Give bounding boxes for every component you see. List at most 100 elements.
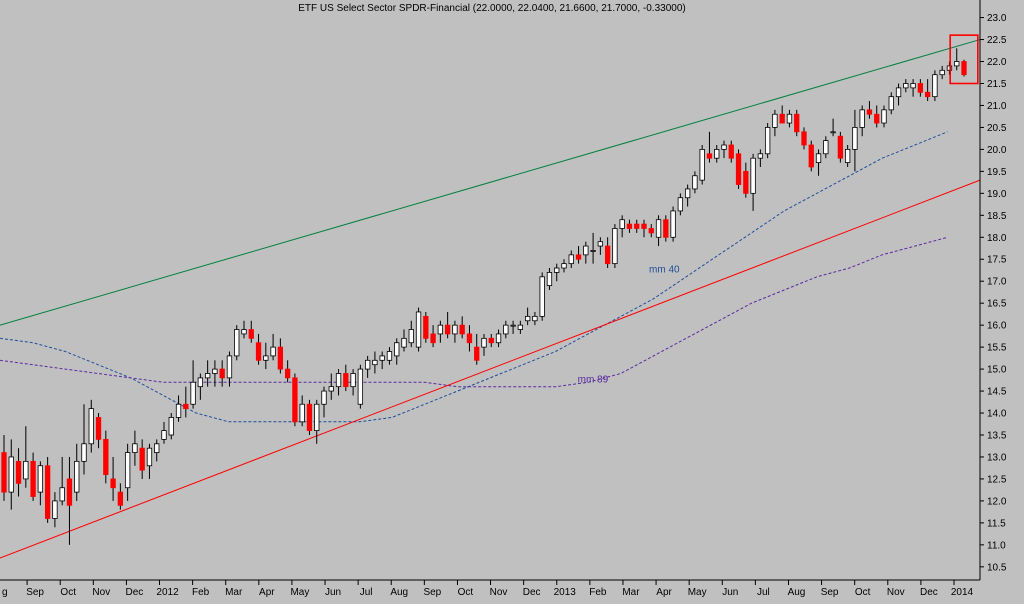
candle — [481, 333, 487, 356]
candle-body — [401, 337, 407, 348]
candle-body — [8, 456, 14, 493]
candle — [888, 92, 894, 115]
candle-body — [343, 373, 349, 388]
candle — [801, 127, 807, 150]
candle-body — [190, 381, 196, 405]
candle-body — [866, 109, 873, 115]
candle-body — [183, 403, 189, 410]
candle — [648, 224, 654, 238]
candle-body — [357, 368, 364, 405]
candle-body — [30, 460, 36, 497]
x-tick-label: Nov — [887, 587, 905, 598]
candle — [292, 373, 298, 427]
candle-body — [255, 342, 262, 361]
candle — [437, 320, 444, 343]
candle — [343, 364, 349, 392]
x-tick-label: May — [688, 587, 707, 598]
candle — [626, 219, 633, 233]
candle — [219, 360, 225, 387]
candle-body — [306, 403, 313, 432]
candle-body — [575, 254, 582, 260]
candle — [852, 109, 858, 172]
candle — [415, 307, 422, 352]
candle-body — [408, 329, 414, 344]
candles — [1, 48, 967, 545]
candle-body — [146, 447, 153, 467]
candle-body — [888, 96, 894, 111]
candle — [357, 364, 364, 409]
candle-body — [874, 113, 880, 124]
candle — [735, 149, 742, 189]
candle-body — [706, 153, 713, 159]
y-tick-label: 17.5 — [987, 255, 1007, 266]
y-tick-label: 13.0 — [987, 452, 1007, 463]
candle-body — [932, 74, 938, 98]
candle-body — [699, 148, 705, 181]
candle-body — [444, 324, 451, 335]
candle — [503, 320, 509, 339]
candle-body — [292, 377, 298, 423]
y-axis: 10.5 11.0 11.5 12.0 12.5 13.0 13.5 14.0 14.5 15.0… — [979, 0, 1007, 580]
candle-body — [23, 460, 29, 480]
y-tick-label: 18.0 — [987, 233, 1007, 244]
candle — [881, 105, 887, 128]
candle-body — [314, 403, 320, 432]
candle-body — [721, 144, 727, 150]
y-tick-label: 16.5 — [987, 299, 1007, 310]
candle — [74, 443, 80, 501]
candle — [684, 184, 691, 207]
candle — [444, 311, 451, 339]
x-tick-label: Apr — [656, 587, 672, 598]
candle — [95, 413, 102, 449]
x-tick-label: Aug — [788, 587, 806, 598]
candle-body — [503, 324, 509, 335]
y-tick-label: 19.0 — [987, 189, 1007, 200]
candle-body — [859, 109, 865, 128]
candle-body — [474, 346, 480, 361]
candle — [394, 338, 400, 365]
moving-average-line-1 — [0, 236, 948, 388]
candle — [524, 307, 531, 326]
candle-body — [44, 465, 51, 519]
y-tick-label: 19.5 — [987, 167, 1007, 178]
chart-title: ETF US Select Sector SPDR-Financial (22.… — [298, 3, 685, 14]
candle — [932, 70, 938, 102]
candle — [837, 131, 844, 163]
candle — [452, 320, 458, 343]
candle — [321, 386, 327, 418]
candle — [204, 360, 211, 387]
candle — [372, 351, 378, 374]
candle-body — [510, 324, 516, 327]
candle-body — [459, 324, 465, 335]
candle-body — [590, 250, 596, 252]
candle-body — [903, 83, 909, 89]
x-tick-label: Jun — [722, 587, 738, 598]
candle — [619, 215, 625, 238]
candle-body — [808, 144, 814, 168]
candle — [794, 109, 800, 137]
candle — [954, 48, 960, 71]
candle — [37, 461, 44, 506]
y-tick-label: 10.5 — [987, 562, 1007, 573]
candle — [786, 109, 793, 128]
candle-body — [103, 438, 109, 475]
candle-body — [954, 61, 960, 67]
candle-body — [168, 417, 174, 436]
y-tick-label: 23.0 — [987, 13, 1007, 24]
candle — [197, 373, 204, 400]
candle — [350, 369, 356, 396]
candle-body — [423, 315, 429, 339]
candle — [554, 263, 560, 282]
trend-line-2 — [0, 39, 981, 326]
y-tick-label: 15.0 — [987, 365, 1007, 376]
candle-body — [59, 487, 65, 502]
candle-body — [481, 337, 487, 348]
candle — [8, 439, 14, 510]
x-tick-label: Dec — [523, 587, 541, 598]
candle-body — [728, 144, 734, 159]
y-tick-label: 21.0 — [987, 101, 1007, 112]
candle — [728, 140, 734, 163]
candle — [510, 320, 516, 334]
